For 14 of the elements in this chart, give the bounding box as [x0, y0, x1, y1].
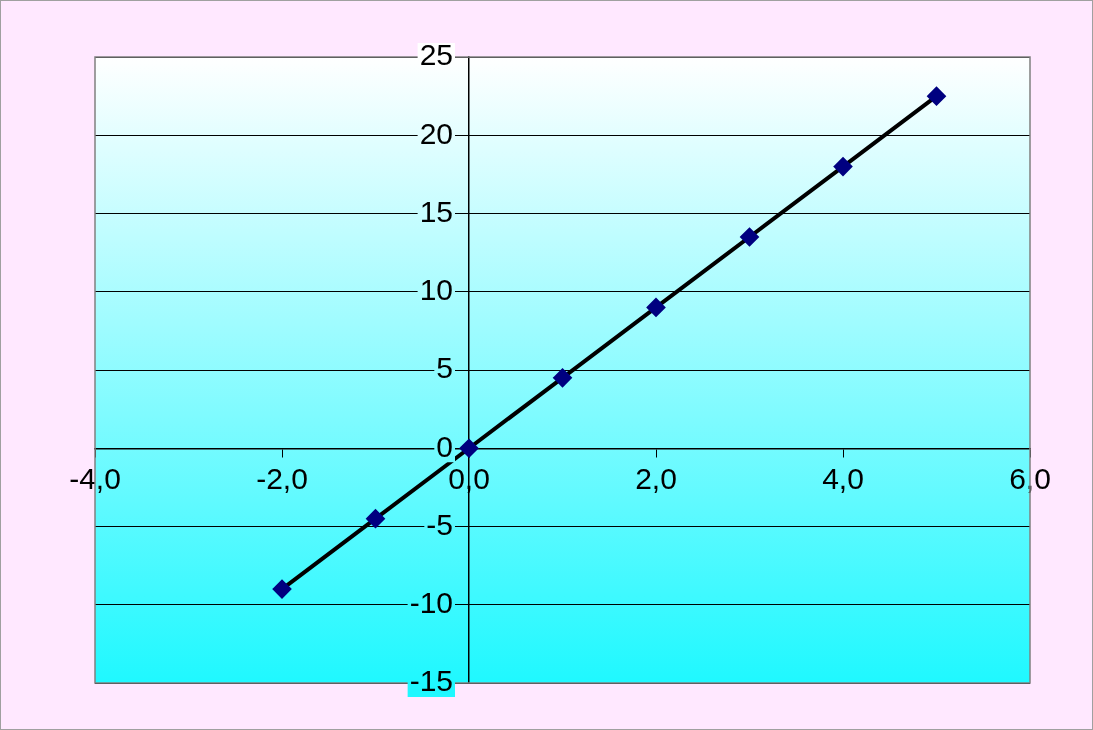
y-tick-label: 25	[419, 38, 453, 72]
y-tick-label: 10	[419, 273, 453, 307]
y-tick-label: -5	[426, 507, 453, 541]
y-tick-label: -15	[409, 664, 453, 698]
y-tick-label: 5	[436, 351, 453, 385]
x-tick-label: -2,0	[256, 461, 308, 495]
x-tick-label: -4,0	[69, 461, 121, 495]
x-tick-label: 6,0	[1009, 461, 1051, 495]
y-tick-label: 0	[436, 429, 453, 463]
x-tick-label: 4,0	[822, 461, 864, 495]
x-tick-label: 2,0	[635, 461, 677, 495]
y-tick-label: 15	[419, 194, 453, 228]
y-tick-label: -10	[409, 586, 453, 620]
y-tick-label: 20	[419, 116, 453, 150]
